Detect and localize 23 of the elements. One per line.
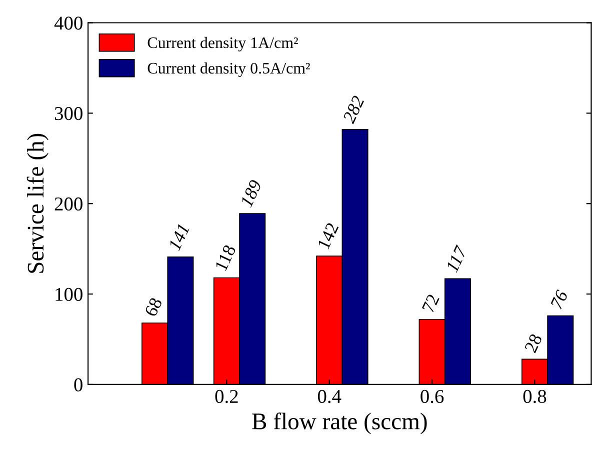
x-axis-title: B flow rate (sccm)	[252, 412, 427, 434]
data-label: 28	[524, 333, 542, 354]
y-tick-label: 200	[54, 197, 82, 211]
x-tick-label: 0.2	[215, 390, 238, 404]
data-label: 68	[144, 296, 162, 318]
x-tick-label: 0.6	[420, 390, 444, 404]
data-label: 117	[446, 244, 468, 273]
data-label: 189	[240, 178, 262, 208]
data-label: 76	[550, 289, 568, 310]
y-tick-label: 400	[54, 16, 82, 30]
legend-label: Current density 0.5A/cm²	[148, 62, 310, 77]
y-tick-label: 300	[54, 106, 82, 120]
data-label: 72	[422, 294, 440, 314]
x-tick-label: 0.4	[318, 390, 342, 404]
data-label: 141	[168, 224, 190, 252]
y-tick-label: 0	[74, 378, 82, 392]
x-tick-label: 0.8	[523, 390, 546, 404]
data-label: 118	[214, 244, 236, 272]
legend-label: Current density 1A/cm²	[148, 36, 298, 52]
data-label: 282	[342, 94, 365, 124]
data-label: 142	[317, 222, 339, 250]
y-tick-label: 100	[56, 288, 82, 301]
y-axis-title: Service life (h)	[26, 134, 48, 273]
